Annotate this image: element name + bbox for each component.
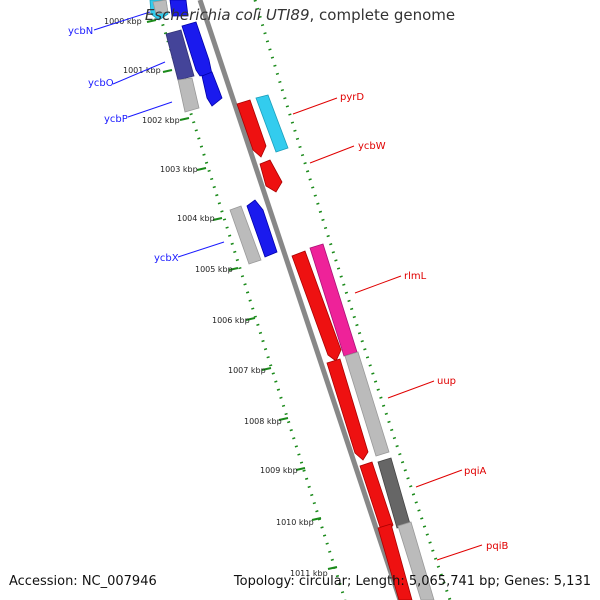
tick-label: 1010 kbp [276, 518, 314, 527]
leader-line [177, 241, 225, 258]
gene-pyrD-red[interactable] [236, 99, 267, 158]
leader-line [387, 380, 435, 399]
gene-ycbW-red[interactable] [259, 159, 283, 193]
leader-line [415, 469, 463, 488]
genome-backbone [197, 0, 403, 600]
tick-label: 1003 kbp [160, 165, 198, 174]
leader-line [309, 145, 355, 164]
tick-mark [146, 19, 157, 23]
leader-line [112, 61, 166, 85]
organism-name: Escherichia coli UTI89 [144, 6, 310, 24]
tick-mark [261, 367, 272, 371]
gene-ycbO-darkblue[interactable] [165, 29, 195, 81]
gene-uup-grey[interactable] [344, 351, 390, 457]
gene-ycbX-grey[interactable] [229, 205, 262, 265]
tick-label: 1008 kbp [244, 417, 282, 426]
tick-mark [278, 417, 289, 421]
map-title: Escherichia coli UTI89, complete genome [0, 6, 600, 24]
tick-mark [212, 217, 223, 221]
gene-pyrD-cyan[interactable] [255, 94, 289, 153]
tick-mark [228, 267, 239, 271]
tick-group: 1000 kbp 1001 kbp 1002 kbp 1003 kbp 1004… [104, 17, 338, 578]
genome-summary: Topology: circular; Length: 5,065,741 bp… [233, 574, 591, 589]
tick-mark [179, 117, 190, 121]
gene-rlmL-red[interactable] [291, 250, 342, 362]
gene-label-uup[interactable]: uup [437, 376, 456, 387]
gene-label-pqiB[interactable]: pqiB [486, 541, 508, 552]
tick-mark [245, 317, 256, 321]
tick-mark [196, 167, 207, 171]
leader-line [436, 544, 483, 561]
leader-line [292, 97, 338, 115]
guide-line-outer [153, 0, 347, 600]
gene-label-ycbP[interactable]: ycbP [104, 114, 128, 125]
leader-line [93, 11, 151, 31]
gene-pqiB-red[interactable] [377, 523, 413, 600]
gene-label-pqiA[interactable]: pqiA [464, 466, 486, 477]
tick-mark [162, 69, 173, 73]
tick-label: 1011 kbp [290, 569, 328, 578]
tick-label: 1005 kbp [195, 265, 233, 274]
tick-mark [295, 467, 306, 471]
gene-label-ycbO[interactable]: ycbO [88, 78, 114, 89]
gene-ycbP-blue[interactable] [201, 71, 223, 107]
gene-uup-red[interactable] [326, 358, 369, 461]
tick-label: 1009 kbp [260, 466, 298, 475]
tick-label: 1001 kbp [123, 66, 161, 75]
gene-ycbN-grey[interactable] [152, 0, 169, 15]
tick-label: 1004 kbp [177, 214, 215, 223]
leader-line [127, 101, 173, 118]
gene-ycbO-grey[interactable] [177, 77, 200, 113]
tick-mark [327, 566, 338, 570]
gene-pqiB-grey[interactable] [397, 521, 435, 600]
gene-label-ycbN[interactable]: ycbN [68, 26, 93, 37]
gene-label-pyrD[interactable]: pyrD [340, 92, 364, 103]
tick-label: 1007 kbp [228, 366, 266, 375]
gene-label-ycbW[interactable]: ycbW [358, 141, 386, 152]
tick-label: 1000 kbp [104, 17, 142, 26]
genome-description: , complete genome [309, 6, 456, 24]
tick-label: 1002 kbp [142, 116, 180, 125]
leader-line [354, 275, 402, 294]
guide-line-inner [253, 0, 452, 600]
gene-ycbN-blue[interactable] [169, 0, 189, 17]
gene-label-rlmL[interactable]: rlmL [404, 271, 427, 282]
tick-mark [311, 517, 322, 521]
tick-label: 1006 kbp [212, 316, 250, 325]
gene-ycbX-blue[interactable] [246, 199, 278, 258]
gene-label-ycbX[interactable]: ycbX [154, 253, 179, 264]
accession-text: Accession: NC_007946 [9, 574, 157, 589]
